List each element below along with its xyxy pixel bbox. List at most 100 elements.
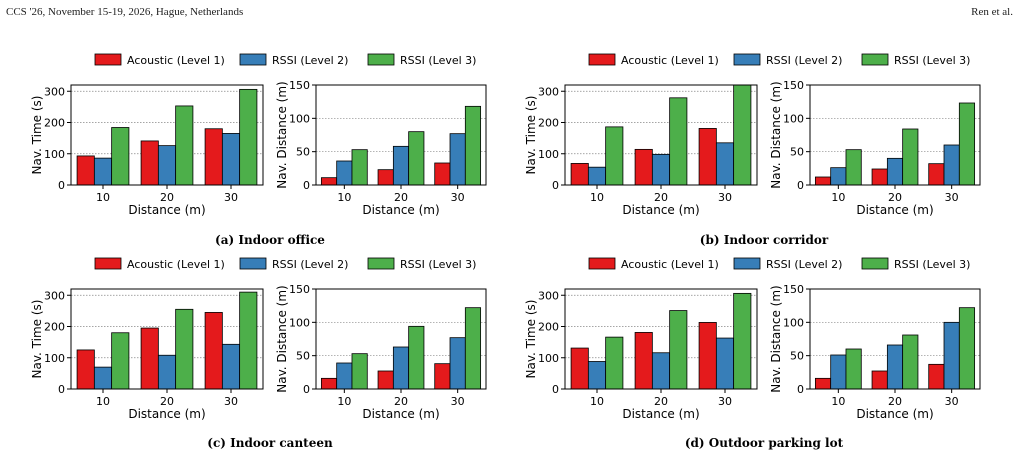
bar — [140, 140, 159, 186]
legend-label: RSSI (Level 2) — [272, 258, 348, 271]
y-tick-label: 100 — [289, 112, 310, 125]
y-tick-label: 150 — [289, 79, 310, 92]
x-axis-label: Distance (m) — [128, 407, 205, 421]
bar — [204, 128, 223, 186]
bar — [669, 310, 688, 390]
plot-frame — [70, 288, 264, 390]
y-tick-label: 50 — [790, 350, 804, 363]
bar — [886, 157, 904, 186]
y-axis-label: Nav. Time (s) — [30, 300, 44, 379]
x-tick-label: 10 — [590, 395, 604, 408]
bar — [157, 354, 177, 390]
legend-swatch — [861, 257, 889, 270]
bar — [830, 354, 847, 390]
bar — [698, 322, 717, 390]
y-axis-label: Nav. Distance (m) — [275, 81, 289, 188]
legend-label: Acoustic (Level 1) — [127, 258, 225, 271]
bar — [76, 349, 95, 390]
y-tick-label: 200 — [538, 117, 559, 130]
bar — [408, 325, 425, 390]
y-tick-label: 150 — [783, 283, 804, 296]
y-axis-label: Nav. Distance (m) — [275, 285, 289, 392]
x-tick-label: 30 — [224, 191, 238, 204]
bar — [733, 292, 752, 390]
panel-caption: (b) Indoor corridor — [700, 233, 829, 247]
legend-swatch — [94, 53, 122, 66]
chart-c-nav-time: 0 100 200 300 10 20 30 Distance (m) Nav. Time (s… — [30, 288, 264, 421]
bar — [464, 105, 482, 186]
legend-swatch — [367, 53, 395, 66]
plot-frame — [315, 84, 487, 186]
panel-caption: (c) Indoor canteen — [207, 436, 333, 450]
legend-label: RSSI (Level 3) — [894, 258, 970, 271]
bar — [698, 128, 717, 186]
legend-swatch — [367, 257, 395, 270]
legend-swatch — [588, 53, 616, 66]
bar — [943, 321, 960, 390]
y-tick-label: 0 — [303, 383, 310, 396]
bar — [928, 163, 945, 186]
running-header-left: CCS '26, November 15-19, 2026, Hague, Ne… — [6, 6, 244, 18]
x-tick-label: 20 — [888, 395, 902, 408]
legend-label: RSSI (Level 3) — [400, 258, 476, 271]
bar — [871, 370, 888, 390]
bar — [715, 142, 735, 186]
y-tick-label: 0 — [58, 383, 65, 396]
bar — [408, 131, 425, 186]
y-tick-label: 300 — [44, 289, 65, 302]
bar — [733, 84, 752, 186]
x-tick-label: 20 — [888, 191, 902, 204]
x-tick-label: 20 — [160, 191, 174, 204]
y-tick-label: 300 — [538, 85, 559, 98]
y-tick-label: 200 — [538, 321, 559, 334]
x-tick-label: 20 — [394, 191, 408, 204]
x-tick-label: 10 — [337, 395, 351, 408]
panel-caption: (d) Outdoor parking lot — [685, 436, 844, 450]
panel-b: Acoustic (Level 1) RSSI (Level 2) RSSI (Le… — [524, 53, 981, 247]
bar — [814, 176, 832, 186]
bar — [336, 362, 353, 390]
x-axis-label: Distance (m) — [622, 407, 699, 421]
x-tick-label: 20 — [654, 395, 668, 408]
bar — [464, 307, 482, 390]
bar — [434, 162, 451, 186]
legend-swatch — [588, 257, 616, 270]
bar — [111, 332, 130, 390]
legend-swatch — [733, 53, 761, 66]
chart-d-nav-time: 0 100 200 300 10 20 30 Distance (m) Nav. Time (s… — [524, 288, 758, 421]
bar — [392, 145, 410, 186]
legend-swatch — [733, 257, 761, 270]
bar — [320, 177, 338, 186]
y-tick-label: 150 — [289, 283, 310, 296]
plot-frame — [70, 84, 264, 186]
x-tick-label: 20 — [394, 395, 408, 408]
bar — [928, 363, 945, 390]
chart-b-nav-time: 0 100 200 300 10 20 30 Distance (m) Nav. Time (s… — [524, 84, 758, 217]
legend-label: RSSI (Level 2) — [272, 54, 348, 67]
plot-frame — [809, 84, 981, 186]
x-axis-label: Distance (m) — [856, 407, 933, 421]
x-tick-label: 10 — [831, 191, 845, 204]
bar — [587, 361, 607, 390]
legend-swatch — [239, 53, 267, 66]
bar — [239, 88, 258, 186]
bar — [204, 312, 223, 390]
y-axis-label: Nav. Time (s) — [524, 96, 538, 175]
bar — [111, 127, 130, 186]
running-header-right: Ren et al. — [971, 6, 1013, 18]
bar — [902, 334, 919, 390]
bar — [570, 163, 589, 186]
y-tick-label: 300 — [538, 289, 559, 302]
x-axis-label: Distance (m) — [362, 407, 439, 421]
y-tick-label: 200 — [44, 321, 65, 334]
bar — [392, 346, 410, 390]
x-tick-label: 30 — [224, 395, 238, 408]
plot-frame — [564, 288, 758, 390]
bar — [175, 308, 194, 390]
y-tick-label: 50 — [790, 146, 804, 159]
x-tick-label: 30 — [451, 395, 465, 408]
y-tick-label: 100 — [44, 148, 65, 161]
x-tick-label: 30 — [718, 395, 732, 408]
y-tick-label: 300 — [44, 85, 65, 98]
bar — [943, 144, 960, 186]
